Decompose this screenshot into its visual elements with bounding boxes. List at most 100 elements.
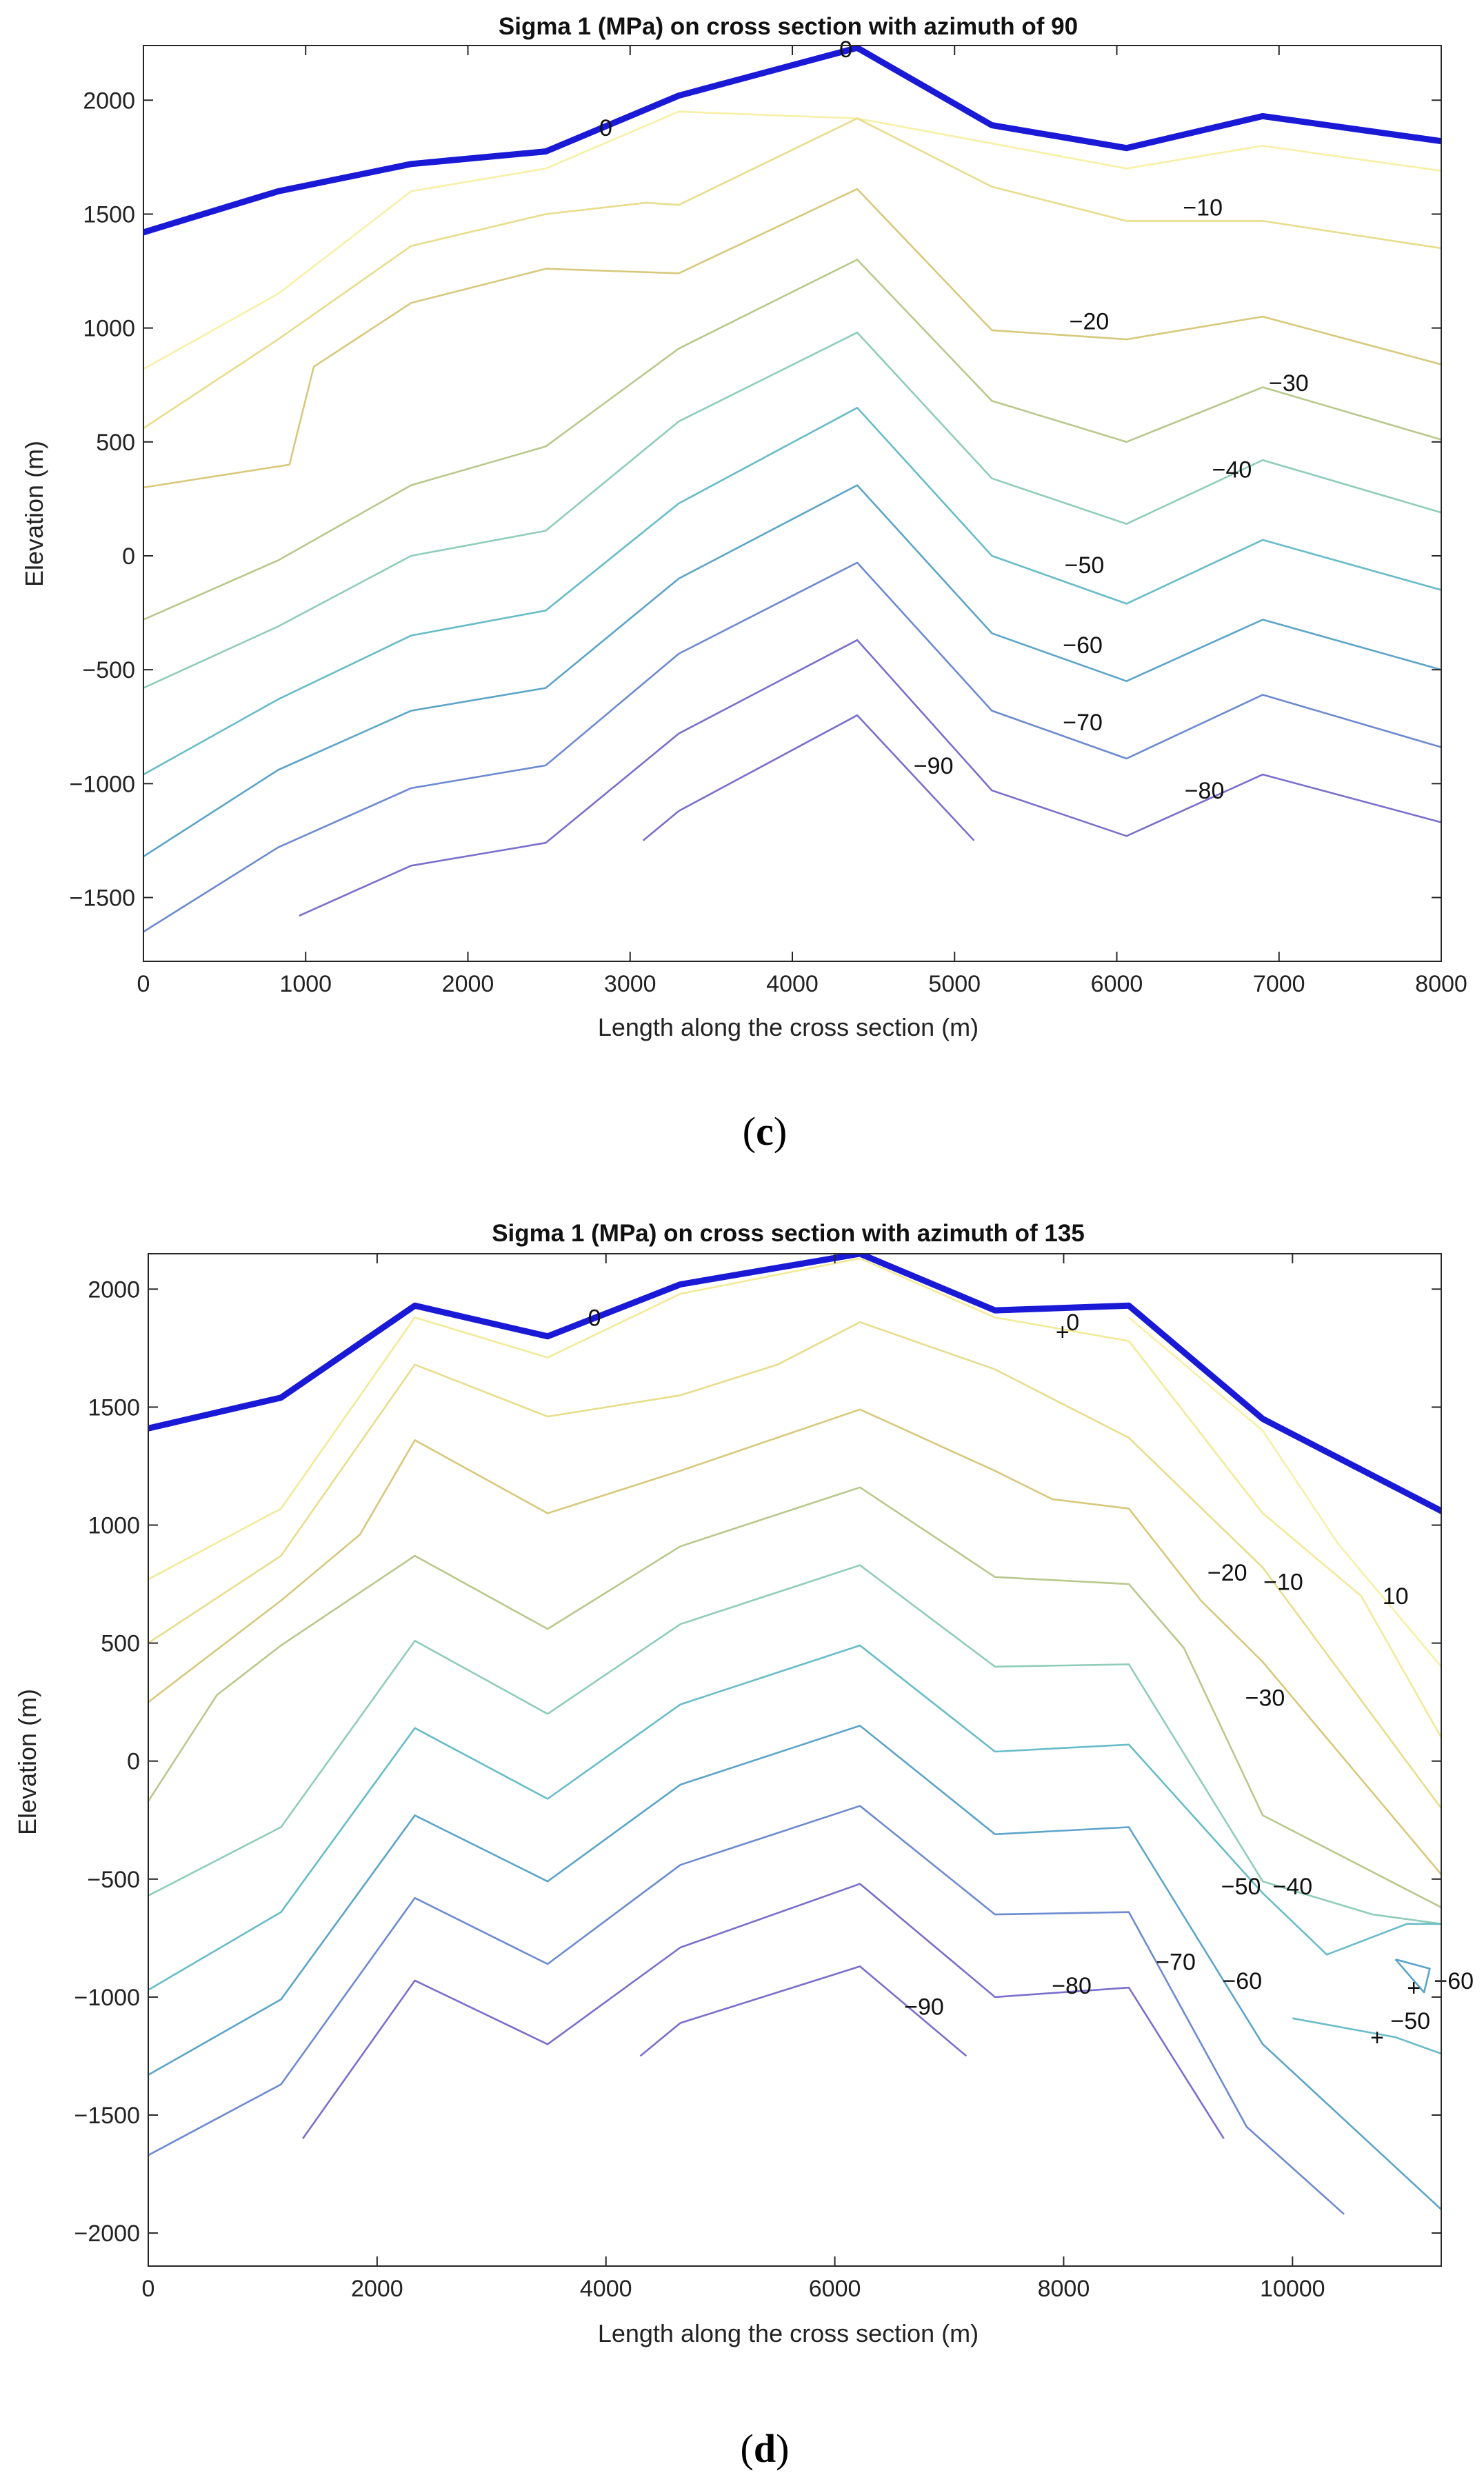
contour-line-neg50 (143, 331, 1441, 689)
contour-label: −40 (1272, 1874, 1312, 1900)
y-tick-label: −1000 (74, 1985, 141, 2011)
contour-label: −50 (1390, 2008, 1430, 2034)
x-tick-label: 2000 (351, 2276, 403, 2302)
x-tick-label: 5000 (928, 971, 981, 997)
contour-line-neg90 (299, 639, 1441, 917)
contour-line-neg20 (148, 1408, 1441, 1875)
x-tick-label: 4000 (580, 2276, 632, 2302)
panel-d-axes: 0 2000 4000 6000 8000 10000−2000−1500−1000−50… (74, 1253, 1442, 2302)
contour-label: −50 (1221, 1874, 1261, 1900)
contour-label: −70 (1063, 710, 1103, 736)
contour-line-neg20 (143, 117, 1441, 430)
contour-label: −70 (1156, 1950, 1196, 1976)
y-tick-label: 1000 (88, 1513, 140, 1539)
x-tick-label: 8000 (1415, 971, 1467, 997)
y-tick-label: 500 (96, 430, 135, 456)
surface-line (148, 1254, 1441, 1514)
contour-label: −90 (904, 1994, 944, 2021)
contour-label: −60 (1434, 1968, 1474, 1994)
y-tick-label: −500 (87, 1867, 140, 1893)
y-tick-label: −1000 (70, 771, 136, 797)
panel-c: Sigma 1 (MPa) on cross section with azim… (20, 13, 1467, 1154)
y-tick-label: −500 (82, 657, 135, 683)
contour-line-neg80 (143, 561, 1441, 933)
contour-label: −30 (1269, 370, 1309, 397)
panel-c-xlabel: Length along the cross section (m) (598, 1013, 979, 1041)
y-tick-label: 2000 (88, 1276, 140, 1303)
panel-d-title: Sigma 1 (MPa) on cross section with azim… (492, 1220, 1085, 1247)
contour-label: −90 (914, 753, 954, 779)
y-tick-label: 2000 (83, 88, 135, 114)
contour-label: 0 (839, 37, 852, 63)
contour-marker: + (1370, 2025, 1384, 2051)
contour-line-neg10 (148, 1321, 1441, 1809)
y-tick-label: −1500 (70, 885, 136, 912)
contour-label: −20 (1207, 1560, 1247, 1586)
plot-frame (148, 1253, 1442, 2267)
x-tick-label: 1000 (279, 971, 332, 997)
x-tick-label: 10000 (1260, 2276, 1325, 2302)
surface-line (143, 46, 1441, 236)
contour-label: −20 (1070, 309, 1110, 335)
contour-line-10 (1128, 1316, 1441, 1667)
y-tick-label: 1500 (83, 201, 135, 228)
panel-c-caption: (c) (743, 1109, 787, 1154)
contour-line-neg40 (143, 259, 1441, 621)
panel-d-xlabel: Length along the cross section (m) (598, 2319, 979, 2347)
contour-line-neg55 (1292, 2017, 1441, 2055)
contour-line-neg60 (148, 1725, 1441, 2210)
x-tick-label: 0 (142, 2276, 155, 2302)
contour-label: −10 (1263, 1570, 1303, 1596)
contour-label: −50 (1065, 552, 1105, 579)
panel-d-caption: (d) (741, 2426, 790, 2471)
contour-line-neg90 (639, 1965, 967, 2057)
panel-c-axes: 0 1000 2000 3000 4000 5000 6000 7000 8000−1500−1… (70, 45, 1467, 997)
contour-label: −60 (1063, 632, 1103, 659)
x-tick-label: 6000 (809, 2276, 861, 2302)
contour-line-neg65 (1394, 1958, 1431, 1994)
contour-label: 0 (599, 115, 612, 141)
contour-label: −40 (1212, 457, 1252, 483)
contour-label: 0 (588, 1305, 601, 1331)
contour-line-neg70 (143, 484, 1441, 858)
x-tick-label: 3000 (604, 971, 656, 997)
panel-c-title: Sigma 1 (MPa) on cross section with azim… (499, 13, 1078, 40)
contour-line-neg80 (301, 1883, 1225, 2139)
y-tick-label: −2000 (74, 2221, 141, 2247)
x-tick-label: 8000 (1038, 2276, 1090, 2302)
contour-marker: + (1407, 1975, 1421, 2001)
y-tick-label: 1000 (83, 316, 135, 342)
x-tick-label: 6000 (1091, 971, 1143, 997)
y-tick-label: 0 (127, 1749, 140, 1775)
y-tick-label: 0 (122, 543, 135, 570)
x-tick-label: 0 (137, 971, 150, 997)
contour-label: −60 (1222, 1968, 1262, 1994)
contour-marker: + (1056, 1319, 1070, 1345)
panel-c-plot-area: 0 0 −10 −20 −30 −40 −50 −60 −70 −80 −90 (143, 37, 1441, 933)
contour-line-neg60 (143, 406, 1441, 776)
contour-label: 10 (1383, 1583, 1409, 1610)
contour-line-neg50 (148, 1644, 1441, 1991)
contour-line-neg30 (148, 1486, 1441, 1909)
contour-line-neg100 (642, 714, 975, 841)
panel-d-plot-area: +++0 010−10−20−30−40−50−60−70−80−90−60−50 (148, 1254, 1474, 2215)
plot-frame (143, 45, 1442, 962)
y-tick-label: 500 (101, 1631, 140, 1657)
panel-d-ylabel: Elevation (m) (13, 1689, 41, 1835)
contour-label: −10 (1183, 195, 1223, 221)
y-tick-label: 1500 (88, 1394, 140, 1421)
contour-label: −30 (1245, 1685, 1285, 1711)
contour-line-0 (148, 1257, 1441, 1739)
x-tick-label: 2000 (442, 971, 494, 997)
contour-label: 0 (1066, 1310, 1079, 1336)
contour-label: −80 (1052, 1973, 1092, 1999)
x-tick-label: 4000 (766, 971, 819, 997)
contour-line-neg70 (148, 1805, 1345, 2215)
x-tick-label: 7000 (1253, 971, 1305, 997)
contour-label: −80 (1185, 778, 1225, 804)
panel-c-ylabel: Elevation (m) (20, 441, 48, 587)
panel-d: Sigma 1 (MPa) on cross section with azim… (13, 1220, 1474, 2471)
contour-line-neg10 (143, 110, 1441, 370)
y-tick-label: −1500 (74, 2103, 141, 2129)
